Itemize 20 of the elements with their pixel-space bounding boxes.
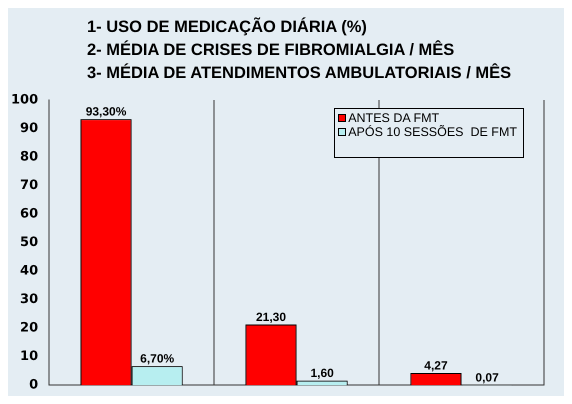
y-tick-label: 80: [20, 149, 38, 164]
y-tick-label: 20: [20, 320, 38, 336]
y-tick-label: 40: [20, 263, 38, 278]
data-label: 6,70%: [140, 351, 175, 366]
legend-label: APÓS 10 SESSÕES DE FMT: [348, 125, 517, 139]
legend-label: ANTES DA FMT: [348, 111, 440, 125]
data-label: 93,30%: [86, 104, 127, 118]
y-tick-label: 10: [20, 349, 38, 364]
data-label: 0,07: [475, 370, 500, 384]
chart-title: 1- USO DE MEDICAÇÃO DIÁRIA (%) 2- MÉDIA DE CRISES DE FIBROMIALGIA / MÊS 3- MÉDIA DE ATENDIMENTOS AMBULATORIAIS / MÊS: [86, 16, 512, 84]
data-label: 4,27: [424, 358, 448, 372]
y-tick-label: 100: [10, 92, 38, 108]
data-label: 21,30: [256, 310, 286, 324]
y-tick-label: 60: [20, 206, 38, 222]
y-tick-label: 30: [20, 292, 38, 308]
y-tick-label: 70: [20, 178, 38, 193]
data-label: 1,60: [310, 366, 334, 380]
y-tick-label: 0: [29, 378, 38, 393]
y-tick-label: 50: [20, 234, 38, 250]
y-tick-label: 90: [20, 120, 38, 136]
